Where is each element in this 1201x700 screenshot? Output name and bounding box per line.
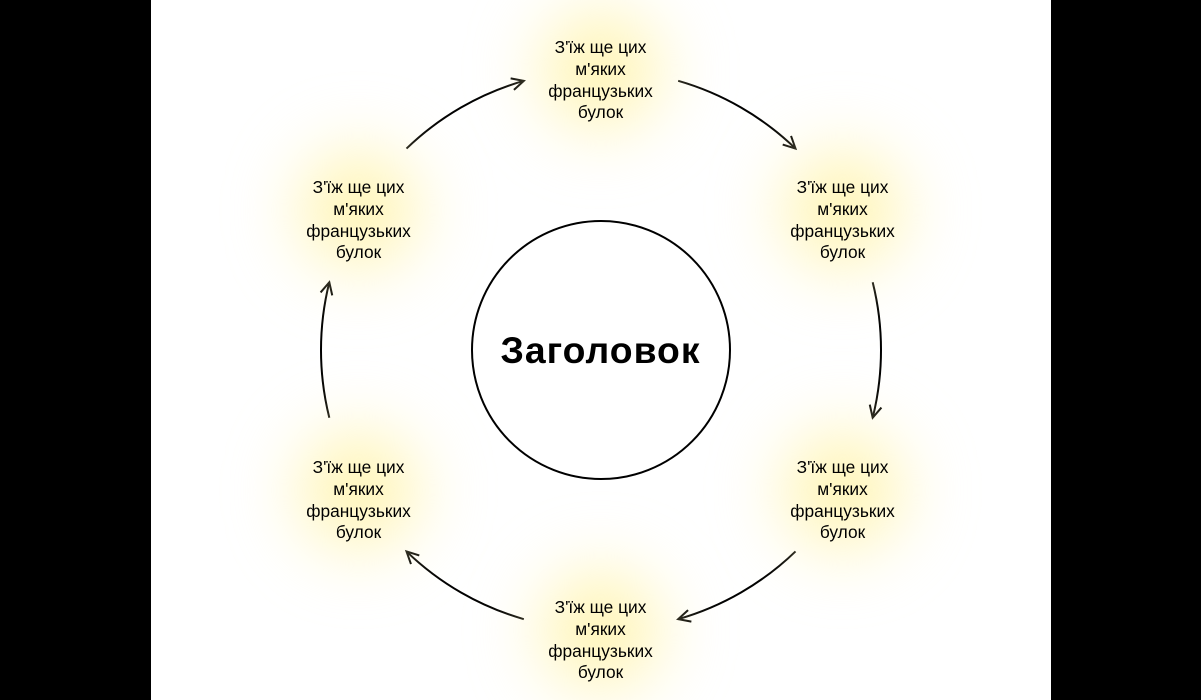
cycle-node: З'їж ще цих м'яких французьких булок <box>306 134 411 286</box>
cycle-node: З'їж ще цих м'яких французьких булок <box>548 0 653 146</box>
cycle-node: З'їж ще цих м'яких французьких булок <box>790 414 895 566</box>
center-title: Заголовок <box>500 329 700 372</box>
cycle-node-label: З'їж ще цих м'яких французьких булок <box>548 598 653 685</box>
cycle-node-label: З'їж ще цих м'яких французьких булок <box>306 458 411 545</box>
center-circle: Заголовок <box>471 220 731 480</box>
cycle-node: З'їж ще цих м'яких французьких булок <box>548 554 653 700</box>
cycle-node-label: З'їж ще цих м'яких французьких булок <box>790 458 895 545</box>
cycle-node: З'їж ще цих м'яких французьких булок <box>306 414 411 566</box>
cycle-node: З'їж ще цих м'яких французьких булок <box>790 134 895 286</box>
cycle-node-label: З'їж ще цих м'яких французьких булок <box>548 38 653 125</box>
cycle-node-label: З'їж ще цих м'яких французьких булок <box>306 178 411 265</box>
cycle-node-label: З'їж ще цих м'яких французьких булок <box>790 178 895 265</box>
diagram-stage: Заголовок З'їж ще цих м'яких французьких… <box>151 0 1051 700</box>
